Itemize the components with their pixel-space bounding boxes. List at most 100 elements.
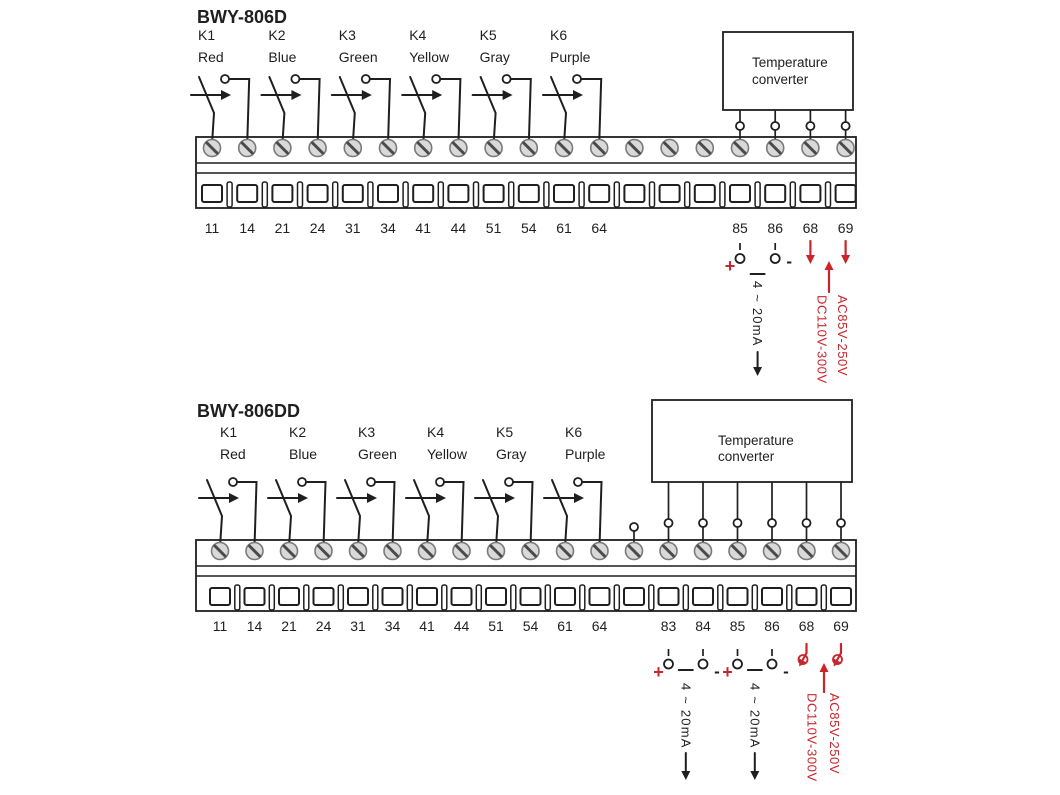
screw-slot-icon — [487, 141, 501, 155]
relay-moving-contact — [413, 479, 431, 548]
screw-slot-icon — [800, 544, 813, 558]
relay-color-label: Blue — [289, 446, 317, 462]
terminal-clamp — [416, 587, 438, 606]
temperature-converter-box — [722, 31, 854, 111]
clamp-separator — [544, 584, 552, 611]
relay-fixed-contact — [431, 74, 442, 84]
screw-slot-icon — [317, 544, 330, 558]
relay-label: K1 — [198, 27, 215, 43]
clamp-separator — [578, 181, 585, 208]
clamp-separator — [543, 181, 550, 208]
terminal-clamp — [830, 587, 852, 606]
relay-fixed-contact — [220, 74, 230, 84]
relay-wire — [374, 481, 396, 548]
clamp-separator — [331, 181, 339, 208]
power-up-arrow-head-icon — [824, 261, 834, 270]
screw-slot-icon — [524, 544, 537, 558]
power-up-arrow-head-icon — [819, 663, 829, 672]
signal-terminal-node — [769, 253, 781, 264]
polarity-plus: + — [722, 662, 733, 682]
polarity-minus: - — [714, 662, 720, 681]
relay-arrow-head-icon — [221, 90, 231, 100]
clamp-separator — [437, 181, 445, 208]
relay-wire — [305, 481, 327, 548]
screw-slot-icon — [834, 544, 848, 558]
screw-slot-icon — [696, 544, 710, 558]
converter-label-line1: Temperature — [718, 433, 794, 448]
relay-arrow-head-icon — [502, 90, 513, 100]
terminal-clamp — [588, 587, 611, 606]
lead-terminal-node — [770, 121, 781, 131]
terminal-number: 21 — [281, 618, 297, 634]
terminal-clamp — [236, 184, 259, 203]
relay-moving-contact — [550, 76, 568, 145]
screw-slot-icon — [455, 544, 468, 558]
terminal-clamp — [692, 587, 714, 606]
current-output-label: 4 ~ 20mA — [678, 683, 693, 749]
terminal-number: 41 — [419, 618, 435, 634]
relay-label: K1 — [220, 424, 237, 440]
power-arrow-head-icon — [841, 255, 851, 264]
signal-terminal-node — [734, 253, 746, 264]
relay-wire — [236, 481, 258, 548]
terminal-clamp — [377, 184, 399, 203]
relay-color-label: Green — [358, 446, 397, 462]
terminal-number: 61 — [556, 220, 572, 236]
clamp-separator — [786, 584, 793, 611]
terminal-number: 85 — [732, 220, 748, 236]
relay-arrow-head-icon — [432, 90, 443, 100]
relay-fixed-contact — [366, 477, 376, 487]
relay-label: K6 — [565, 424, 582, 440]
clamp-separator — [648, 181, 656, 208]
power-rating-ac: AC85V-250V — [835, 295, 850, 376]
clamp-separator — [261, 181, 269, 208]
relay-label: K5 — [496, 424, 513, 440]
clamp-separator — [268, 584, 276, 611]
screw-slot-icon — [593, 544, 606, 558]
relay-moving-contact — [338, 76, 356, 145]
power-rating-dc: DC110V-300V — [815, 295, 830, 384]
terminal-number: 51 — [486, 220, 502, 236]
lead-terminal-node — [840, 121, 851, 131]
terminal-clamp — [381, 587, 404, 606]
relay-wire — [298, 78, 321, 145]
relay-fixed-contact — [297, 477, 307, 487]
clamp-separator — [719, 181, 726, 208]
terminal-clamp — [693, 184, 716, 203]
power-arrow-head-icon — [805, 255, 815, 264]
clamp-separator — [507, 181, 515, 208]
relay-wire — [581, 481, 603, 548]
relay-color-label: Yellow — [409, 49, 450, 65]
terminal-number: 54 — [521, 220, 537, 236]
clamp-separator — [226, 181, 233, 208]
relay-fixed-contact — [573, 477, 583, 487]
clamp-separator — [682, 584, 690, 611]
clamp-separator — [337, 584, 345, 611]
terminal-number: 86 — [767, 220, 783, 236]
converter-label-line2: converter — [752, 72, 809, 87]
relay-arrow-head-icon — [298, 493, 308, 503]
relay-wire — [580, 78, 603, 145]
terminal-clamp — [517, 184, 540, 203]
relay-moving-contact — [409, 76, 427, 145]
screw-slot-icon — [275, 141, 289, 155]
current-arrow-head-icon — [681, 771, 691, 780]
power-rating-dc: DC110V-300V — [805, 693, 820, 782]
terminal-clamp — [201, 184, 223, 203]
current-output-label: 4 ~ 20mA — [750, 281, 765, 347]
relay-label: K3 — [339, 27, 356, 43]
relay-wire — [512, 481, 534, 548]
terminal-number: 24 — [316, 618, 332, 634]
clamp-separator — [402, 181, 409, 208]
screw-slot-icon — [451, 141, 465, 155]
terminal-clamp — [347, 587, 369, 606]
screw-slot-icon — [557, 141, 571, 155]
terminal-number: 64 — [591, 220, 607, 236]
terminal-clamp — [658, 184, 681, 203]
current-arrow-head-icon — [753, 367, 763, 376]
relay-color-label: Blue — [268, 49, 296, 65]
relay-color-label: Purple — [550, 49, 591, 65]
clamp-separator — [296, 181, 304, 208]
terminal-number: 21 — [275, 220, 291, 236]
screw-slot-icon — [386, 544, 399, 558]
